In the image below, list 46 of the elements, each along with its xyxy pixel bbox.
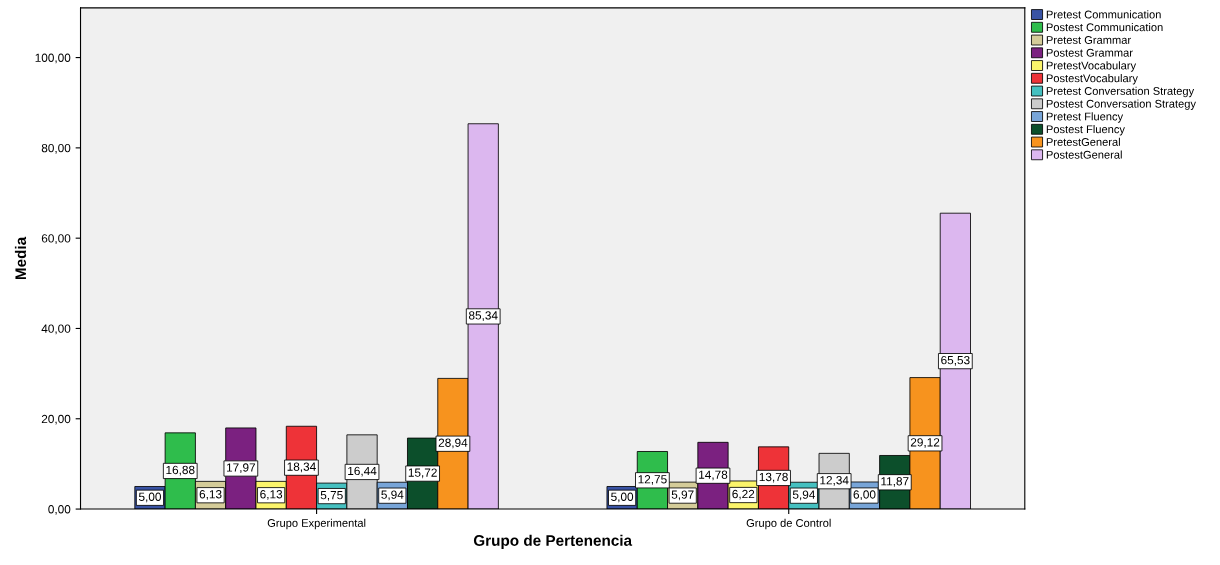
y-axis-title: Media [14,236,27,280]
data-label: 29,12 [910,438,940,448]
x-tick-label: Grupo Experimental [267,518,366,530]
legend-label: Postest Communication [1046,23,1163,32]
data-label: 6,13 [199,490,222,500]
data-label: 15,72 [408,468,437,479]
x-axis-title: Grupo de Pertenencia [473,534,633,549]
legend-label: Postest Grammar [1046,48,1133,57]
data-label: 5,94 [792,490,816,501]
data-label: 5,94 [381,490,404,501]
data-label: 85,34 [468,311,498,321]
y-tick-label: 80,00 [41,143,71,154]
data-label: 17,97 [226,463,256,474]
data-label: 5,00 [611,492,634,503]
data-label: 5,97 [671,490,694,501]
y-tick-label: 60,00 [41,234,71,244]
y-tick-label: 0,00 [48,505,71,515]
data-label: 16,44 [348,466,377,477]
legend-label: PretestGeneral [1046,137,1120,146]
legend-label: Pretest Fluency [1046,112,1124,123]
data-label: 16,88 [166,465,195,476]
data-label: 5,75 [320,491,343,501]
legend-label: Pretest Conversation Strategy [1046,86,1195,98]
y-tick-label: 20,00 [41,414,71,425]
data-label: 18,34 [287,462,316,473]
x-tick-label: Grupo de Control [746,518,831,530]
legend-label: Pretest Grammar [1046,36,1131,44]
data-label: 12,75 [638,475,667,485]
legend-label: PretestVocabulary [1046,61,1137,72]
data-label: 6,22 [732,489,755,500]
data-label: 14,78 [699,470,728,481]
legend-label: Pretest Communication [1046,10,1161,19]
legend-label: PostestGeneral [1046,150,1122,159]
legend-label: Postest Fluency [1046,125,1125,136]
data-label: 6,00 [853,490,876,501]
data-label: 65,53 [941,355,970,366]
data-label: 28,94 [438,438,468,449]
legend-label: PostestVocabulary [1046,74,1138,85]
legend-label: Postest Conversation Strategy [1046,99,1196,110]
data-label: 6,13 [260,490,283,500]
data-label: 12,34 [820,476,849,486]
data-label: 13,78 [759,472,788,483]
data-label: 5,00 [138,492,161,503]
y-tick-label: 100,00 [35,53,71,64]
y-tick-label: 40,00 [41,324,71,335]
data-label: 11,87 [881,477,909,487]
